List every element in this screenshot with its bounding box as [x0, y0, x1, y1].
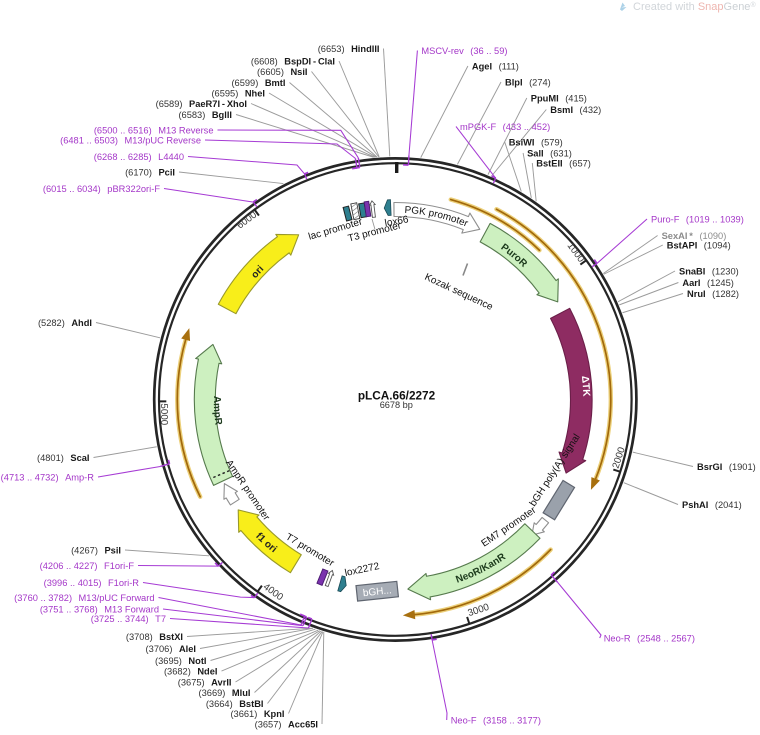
- svg-text:Neo-R (2548 .. 2567): Neo-R (2548 .. 2567): [604, 634, 695, 644]
- svg-text:BsrGI (1901): BsrGI (1901): [697, 462, 756, 472]
- svg-text:AarI (1245): AarI (1245): [682, 278, 733, 288]
- svg-text:(6170) PciI: (6170) PciI: [125, 168, 175, 178]
- svg-text:(3725 .. 3744) T7: (3725 .. 3744) T7: [91, 614, 166, 624]
- svg-text:(6481 .. 6503) M13/pUC Revers: (6481 .. 6503) M13/pUC Reverse: [60, 136, 201, 146]
- svg-text:(6500 .. 6516) M13 Reverse: (6500 .. 6516) M13 Reverse: [94, 126, 214, 136]
- svg-text:(6605) NsiI: (6605) NsiI: [257, 67, 307, 77]
- svg-text:(3675) AvrII: (3675) AvrII: [178, 678, 232, 688]
- svg-text:BsmI (432): BsmI (432): [550, 105, 601, 115]
- svg-text:(3706) AleI: (3706) AleI: [146, 644, 196, 654]
- svg-text:(3682) NdeI: (3682) NdeI: [164, 667, 218, 677]
- svg-text:(6595) NheI: (6595) NheI: [211, 89, 265, 99]
- svg-text:NruI (1282): NruI (1282): [687, 289, 739, 299]
- svg-text:(3751 .. 3768) M13 Forward: (3751 .. 3768) M13 Forward: [40, 605, 159, 615]
- svg-text:AmpR: AmpR: [211, 396, 224, 427]
- svg-text:AgeI (111): AgeI (111): [472, 62, 519, 72]
- svg-text:(5282) AhdI: (5282) AhdI: [38, 318, 92, 328]
- svg-text:(6268 .. 6285) L4440: (6268 .. 6285) L4440: [94, 152, 184, 162]
- svg-text:(4801) ScaI: (4801) ScaI: [37, 453, 90, 463]
- svg-text:(4267) PsiI: (4267) PsiI: [71, 546, 121, 556]
- svg-text:(6608) BspDI - ClaI: (6608) BspDI - ClaI: [251, 57, 335, 67]
- svg-text:SexAI * (1090): SexAI * (1090): [662, 231, 727, 241]
- svg-text:(6589) PaeR7I - XhoI: (6589) PaeR7I - XhoI: [156, 99, 247, 109]
- svg-text:SalI (631): SalI (631): [527, 149, 572, 159]
- svg-text:(3664) BstBI: (3664) BstBI: [206, 699, 264, 709]
- svg-text:mPGK-F (433 .. 452): mPGK-F (433 .. 452): [460, 122, 550, 132]
- svg-text:(6015 .. 6034) pBR322ori-F: (6015 .. 6034) pBR322ori-F: [43, 184, 160, 194]
- svg-text:Created with SnapGene®: Created with SnapGene®: [633, 1, 756, 13]
- svg-text:(6583) BglII: (6583) BglII: [178, 110, 232, 120]
- svg-text:BlpI (274): BlpI (274): [505, 78, 551, 88]
- svg-text:BstAPI (1094): BstAPI (1094): [667, 241, 731, 251]
- svg-text:PpuMI (415): PpuMI (415): [531, 94, 587, 104]
- svg-text:BsiWI (579): BsiWI (579): [509, 138, 563, 148]
- svg-text:Puro-F (1019 .. 1039): Puro-F (1019 .. 1039): [651, 215, 744, 225]
- svg-text:(4713 .. 4732) Amp-R: (4713 .. 4732) Amp-R: [1, 473, 95, 483]
- svg-text:5000: 5000: [158, 403, 169, 425]
- svg-text:Neo-F (3158 .. 3177): Neo-F (3158 .. 3177): [451, 716, 541, 726]
- svg-text:ΔTK: ΔTK: [579, 375, 591, 397]
- svg-text:6678 bp: 6678 bp: [380, 400, 413, 410]
- svg-text:(4206 .. 4227) F1ori-F: (4206 .. 4227) F1ori-F: [40, 561, 135, 571]
- svg-text:(3996 .. 4015) F1ori-R: (3996 .. 4015) F1ori-R: [44, 578, 140, 588]
- svg-text:PshAI (2041): PshAI (2041): [682, 500, 742, 510]
- svg-text:BstEII (657): BstEII (657): [536, 159, 591, 169]
- svg-text:(3661) KpnI: (3661) KpnI: [230, 709, 284, 719]
- svg-text:(3657) Acc65I: (3657) Acc65I: [255, 720, 318, 730]
- svg-text:(3708) BstXI: (3708) BstXI: [126, 632, 183, 642]
- svg-text:SnaBI (1230): SnaBI (1230): [679, 267, 739, 277]
- svg-text:(3669) MluI: (3669) MluI: [199, 688, 251, 698]
- svg-text:MSCV-rev (36 .. 59): MSCV-rev (36 .. 59): [421, 46, 507, 56]
- svg-text:(3695) NotI: (3695) NotI: [155, 656, 206, 666]
- svg-text:(3760 .. 3782) M13/pUC Forwar: (3760 .. 3782) M13/pUC Forward: [14, 593, 154, 603]
- svg-text:(6653) HindIII: (6653) HindIII: [318, 44, 380, 54]
- svg-text:(6599) BmtI: (6599) BmtI: [231, 78, 285, 88]
